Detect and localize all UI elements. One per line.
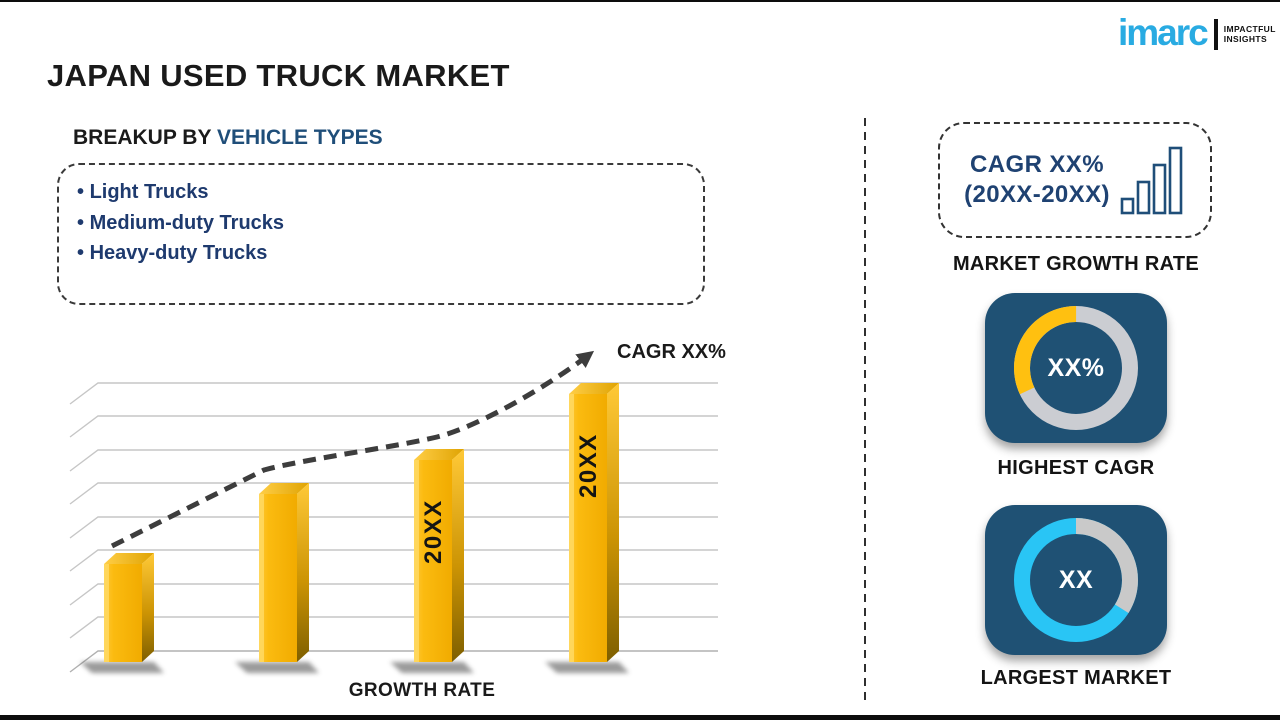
vehicle-types-list: Light Trucks Medium-duty Trucks Heavy-du…	[59, 177, 703, 269]
bar-year-label: 20XX	[420, 499, 447, 564]
chart-gridlines	[69, 382, 718, 673]
cagr-line1: CAGR XX%	[970, 151, 1104, 178]
vertical-divider	[864, 118, 866, 706]
x-axis-label: GROWTH RATE	[348, 680, 496, 701]
cagr-summary-text: CAGR XX% (20XX-20XX)	[964, 150, 1110, 210]
bar-shadows	[80, 662, 629, 673]
logo-tagline: IMPACTFUL INSIGHTS	[1224, 24, 1276, 44]
list-item: Light Trucks	[77, 177, 703, 208]
breakup-heading-accent: VEHICLE TYPES	[216, 126, 383, 149]
bar-3d	[569, 394, 607, 662]
logo-tagline-line2: INSIGHTS	[1223, 34, 1268, 44]
imarc-logo: imarc IMPACTFUL INSIGHTS	[1118, 12, 1276, 56]
largest-market-donut-chart	[1014, 518, 1138, 642]
highest-cagr-card: XX%	[985, 293, 1167, 443]
largest-market-caption: LARGEST MARKET	[980, 667, 1172, 689]
list-item: Heavy-duty Trucks	[77, 238, 703, 269]
growth-rate-bar-chart: 20XX 20XX	[69, 350, 718, 673]
bar-year-label: 20XX	[575, 433, 602, 498]
bottom-border-line	[0, 715, 1280, 720]
top-border-line	[0, 0, 1280, 2]
cagr-trend-label: CAGR XX%	[617, 341, 726, 363]
bar-3d	[414, 460, 452, 662]
cagr-summary-box: CAGR XX% (20XX-20XX)	[938, 122, 1212, 238]
page-title: JAPAN USED TRUCK MARKET	[47, 58, 510, 93]
list-item: Medium-duty Trucks	[77, 208, 703, 239]
imarc-wordmark: imarc	[1118, 11, 1209, 53]
logo-divider-bar	[1213, 18, 1218, 50]
highest-cagr-value: XX%	[1047, 353, 1105, 382]
rising-bars-icon	[1120, 146, 1183, 215]
logo-tagline-line1: IMPACTFUL	[1223, 24, 1276, 34]
breakup-heading: BREAKUP BY VEHICLE TYPES	[73, 126, 383, 150]
bar-3d	[104, 564, 142, 662]
largest-market-value: XX	[1058, 565, 1094, 594]
highest-cagr-caption: HIGHEST CAGR	[997, 457, 1155, 479]
bars-group: 20XX 20XX	[104, 383, 619, 662]
largest-market-card: XX	[985, 505, 1167, 655]
highest-cagr-donut-chart	[1014, 306, 1138, 430]
breakup-heading-prefix: BREAKUP BY	[73, 126, 217, 149]
cagr-line2: (20XX-20XX)	[964, 181, 1110, 208]
cagr-trend-arrow	[110, 350, 595, 549]
market-growth-rate-caption: MARKET GROWTH RATE	[952, 253, 1200, 275]
vehicle-types-box: Light Trucks Medium-duty Trucks Heavy-du…	[57, 163, 705, 305]
bar-3d	[259, 494, 297, 662]
